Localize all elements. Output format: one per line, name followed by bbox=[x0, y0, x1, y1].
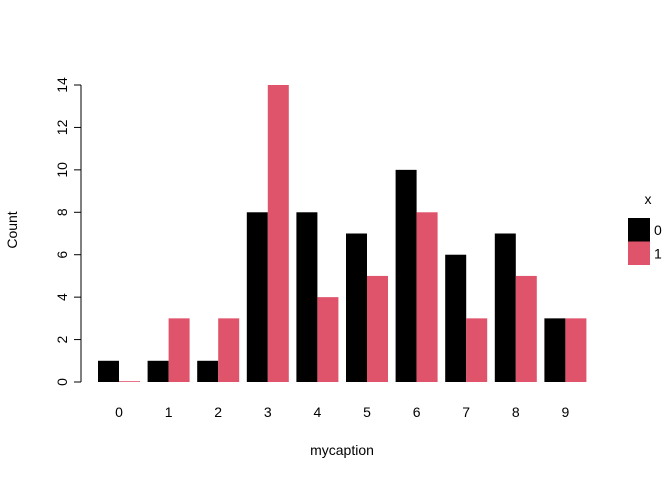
legend: x 0 1 bbox=[628, 191, 662, 265]
y-tick-label-12: 12 bbox=[54, 119, 70, 135]
bar-9-series-0 bbox=[544, 318, 566, 382]
bar-8-series-0 bbox=[494, 233, 516, 382]
bar-4-series-0 bbox=[296, 212, 318, 382]
bar-2-series-0 bbox=[197, 360, 219, 382]
bar-7-series-1 bbox=[466, 318, 488, 382]
bar-7-series-0 bbox=[445, 254, 467, 382]
bar-1-series-0 bbox=[147, 360, 169, 382]
x-tick-label-7: 7 bbox=[462, 404, 470, 420]
bar-5-series-0 bbox=[346, 233, 367, 382]
y-tick-label-8: 8 bbox=[54, 208, 70, 216]
y-tick-label-10: 10 bbox=[54, 162, 70, 178]
x-tick-label-3: 3 bbox=[264, 404, 272, 420]
y-tick-label-4: 4 bbox=[54, 293, 70, 301]
y-tick-label-14: 14 bbox=[54, 77, 70, 93]
x-tick-label-2: 2 bbox=[214, 404, 222, 420]
bar-0-series-0 bbox=[98, 360, 119, 382]
x-axis-title: mycaption bbox=[310, 442, 374, 458]
legend-title: x bbox=[645, 191, 652, 207]
x-tick-label-8: 8 bbox=[512, 404, 520, 420]
bar-0-series-1 bbox=[119, 381, 140, 382]
legend-swatch-1 bbox=[628, 241, 650, 265]
x-tick-label-1: 1 bbox=[165, 404, 173, 420]
legend-label-1: 1 bbox=[654, 246, 662, 262]
legend-label-0: 0 bbox=[654, 222, 662, 238]
x-tick-label-4: 4 bbox=[314, 404, 322, 420]
y-axis-title: Count bbox=[4, 211, 20, 248]
y-tick-label-6: 6 bbox=[54, 251, 70, 259]
x-tick-label-6: 6 bbox=[413, 404, 421, 420]
bar-3-series-1 bbox=[267, 85, 289, 382]
x-tick-label-0: 0 bbox=[115, 404, 123, 420]
y-tick-label-2: 2 bbox=[54, 335, 70, 343]
bar-1-series-1 bbox=[168, 318, 190, 382]
legend-swatch-0 bbox=[628, 218, 650, 242]
bar-3-series-0 bbox=[246, 212, 268, 382]
bar-6-series-0 bbox=[395, 169, 417, 382]
bar-6-series-1 bbox=[416, 212, 438, 382]
y-tick-label-0: 0 bbox=[54, 378, 70, 386]
x-tick-label-5: 5 bbox=[363, 404, 371, 420]
bars-group bbox=[98, 85, 587, 382]
bar-9-series-1 bbox=[565, 318, 587, 382]
bar-5-series-1 bbox=[367, 275, 388, 382]
x-axis: 0 1 2 3 4 5 6 7 8 9 bbox=[115, 404, 569, 420]
y-axis: 0 2 4 6 8 10 12 14 bbox=[54, 77, 82, 386]
x-tick-label-9: 9 bbox=[562, 404, 570, 420]
bar-4-series-1 bbox=[317, 297, 339, 382]
bar-8-series-1 bbox=[515, 275, 537, 382]
bar-2-series-1 bbox=[218, 318, 240, 382]
